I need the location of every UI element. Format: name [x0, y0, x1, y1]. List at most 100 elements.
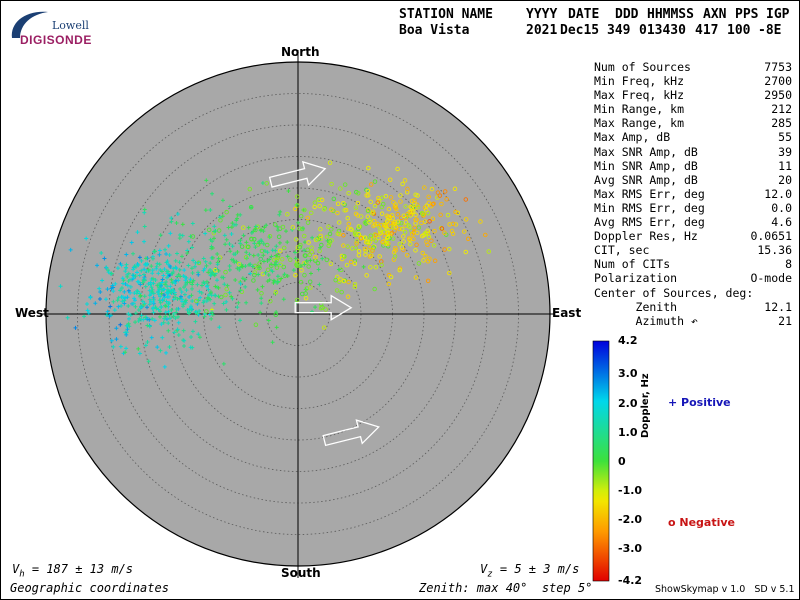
positive-source-marker	[208, 273, 213, 278]
positive-source-marker	[85, 302, 90, 307]
stat-row: Max RMS Err, deg 12.0	[594, 187, 792, 201]
negative-source-marker	[352, 284, 358, 290]
negative-source-marker	[372, 179, 378, 184]
negative-source-marker	[313, 254, 318, 260]
negative-source-marker	[372, 203, 378, 209]
positive-source-marker	[227, 204, 232, 209]
stat-row: Avg RMS Err, deg 4.6	[594, 215, 792, 229]
positive-source-marker	[197, 309, 202, 314]
positive-source-marker	[135, 289, 140, 294]
negative-source-marker	[419, 220, 424, 226]
negative-source-marker	[219, 294, 224, 300]
positive-source-marker	[126, 311, 131, 316]
negative-source-marker	[354, 239, 360, 244]
negative-source-marker	[312, 204, 317, 210]
positive-source-marker	[164, 350, 169, 355]
zenith-scale: Zenith: max 40° step 5°	[419, 581, 593, 595]
positive-source-marker	[165, 287, 170, 292]
negative-source-marker	[348, 259, 354, 265]
positive-source-marker	[151, 291, 156, 296]
positive-source-marker	[229, 231, 234, 236]
negative-source-marker	[408, 241, 413, 247]
positive-source-marker	[176, 333, 181, 338]
positive-source-marker	[243, 277, 248, 282]
stat-label: Max RMS Err, deg	[594, 186, 705, 201]
negative-source-marker	[298, 242, 303, 248]
negative-source-marker	[425, 230, 431, 236]
positive-source-marker	[190, 286, 195, 291]
negative-source-marker	[312, 200, 318, 205]
positive-source-marker	[157, 248, 162, 253]
negative-source-marker	[393, 224, 398, 229]
negative-source-marker	[346, 279, 351, 285]
positive-source-marker	[166, 243, 171, 248]
positive-source-marker	[162, 316, 167, 321]
negative-source-marker	[293, 237, 299, 242]
negative-source-marker	[425, 278, 431, 284]
negative-source-marker	[397, 241, 403, 247]
positive-source-marker	[125, 274, 130, 279]
positive-source-marker	[127, 324, 132, 329]
positive-source-marker	[164, 290, 169, 295]
positive-source-marker	[208, 267, 213, 272]
negative-source-marker	[318, 236, 324, 241]
positive-source-marker	[126, 288, 131, 293]
positive-source-marker	[147, 297, 152, 302]
positive-source-marker	[157, 282, 162, 287]
positive-source-marker	[159, 269, 164, 274]
positive-source-marker	[121, 278, 126, 283]
negative-source-marker	[439, 226, 445, 231]
positive-source-marker	[274, 244, 279, 249]
negative-source-marker	[327, 239, 333, 244]
negative-source-marker	[420, 250, 425, 256]
positive-source-marker	[204, 263, 209, 268]
header-label-station: STATION NAME	[399, 7, 493, 22]
positive-source-marker	[58, 284, 63, 289]
positive-source-marker	[159, 304, 164, 309]
negative-source-marker	[373, 232, 379, 238]
negative-source-marker	[362, 246, 368, 252]
positive-source-marker	[115, 298, 120, 303]
negative-source-marker	[397, 226, 402, 232]
stat-value: 0.0651	[750, 229, 792, 244]
positive-source-marker	[155, 290, 160, 295]
positive-source-marker	[285, 240, 290, 245]
negative-source-marker	[224, 286, 229, 292]
negative-source-marker	[335, 210, 340, 216]
negative-source-marker	[365, 188, 371, 194]
positive-source-marker	[204, 279, 209, 284]
stat-row: Min SNR Amp, dB 11	[594, 159, 792, 173]
positive-source-marker	[185, 307, 190, 312]
positive-source-marker	[135, 270, 140, 275]
negative-source-marker	[388, 274, 394, 280]
positive-source-marker	[235, 249, 240, 254]
negative-source-marker	[413, 212, 418, 218]
negative-source-marker	[363, 248, 368, 254]
negative-source-marker	[432, 258, 438, 264]
negative-source-marker	[356, 253, 362, 258]
positive-source-marker	[131, 301, 136, 306]
stat-row: Center of Sources, deg:	[594, 286, 792, 300]
header-value-time: 013430	[639, 23, 686, 38]
negative-source-marker	[341, 278, 347, 284]
negative-source-marker	[370, 209, 376, 215]
negative-source-marker	[413, 275, 419, 280]
positive-source-marker	[224, 237, 229, 242]
positive-source-marker	[272, 262, 277, 267]
positive-source-marker	[120, 276, 125, 281]
positive-source-marker	[193, 319, 198, 324]
negative-source-marker	[373, 265, 379, 270]
positive-source-marker	[260, 284, 265, 289]
negative-source-marker	[327, 241, 332, 246]
negative-source-marker	[370, 248, 375, 253]
negative-source-marker	[368, 233, 374, 238]
negative-source-marker	[308, 210, 314, 216]
positive-source-marker	[65, 315, 70, 320]
positive-source-marker	[210, 270, 215, 275]
negative-source-marker	[384, 213, 390, 219]
positive-source-marker	[318, 245, 323, 250]
negative-source-marker	[265, 267, 271, 273]
negative-source-marker	[376, 235, 381, 241]
positive-source-marker	[220, 214, 225, 219]
positive-source-marker	[135, 230, 140, 235]
